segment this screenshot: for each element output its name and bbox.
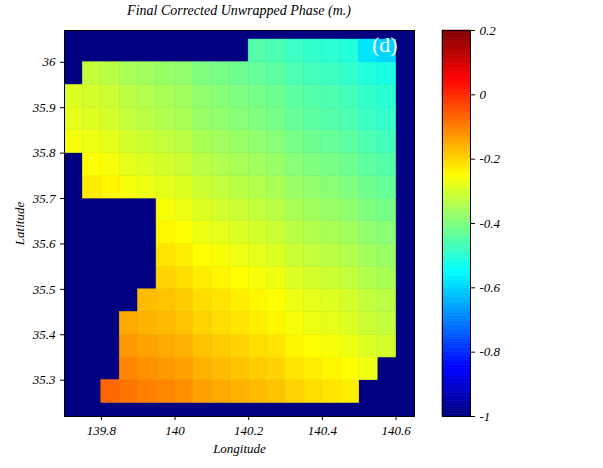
svg-text:139.8: 139.8 [87, 423, 117, 438]
html-text:(d): (d) [372, 32, 398, 57]
svg-text:Longitude: Longitude [212, 441, 266, 456]
svg-text:-0.8: -0.8 [480, 344, 501, 359]
svg-text:0: 0 [480, 87, 487, 102]
svg-text:-0.6: -0.6 [480, 280, 501, 295]
svg-text:35.5: 35.5 [32, 282, 56, 297]
svg-text:140: 140 [165, 423, 185, 438]
svg-text:35.3: 35.3 [32, 372, 56, 387]
svg-text:35.9: 35.9 [32, 100, 56, 115]
svg-text:140.2: 140.2 [234, 423, 264, 438]
svg-text:35.8: 35.8 [32, 145, 56, 160]
svg-text:35.4: 35.4 [32, 327, 56, 342]
html-text:Final Corrected Unwrapped Phas: Final Corrected Unwrapped Phase (m.) [127, 3, 351, 18]
svg-text:-1: -1 [480, 409, 491, 424]
svg-text:-0.2: -0.2 [480, 151, 501, 166]
svg-text:35.6: 35.6 [32, 236, 56, 251]
svg-text:140.4: 140.4 [308, 423, 338, 438]
svg-text:0.2: 0.2 [480, 23, 497, 38]
svg-text:-0.4: -0.4 [480, 216, 501, 231]
svg-text:35.7: 35.7 [32, 191, 56, 206]
svg-text:140.6: 140.6 [381, 423, 411, 438]
svg-text:Latitude: Latitude [12, 202, 27, 247]
svg-text:36: 36 [42, 54, 57, 69]
